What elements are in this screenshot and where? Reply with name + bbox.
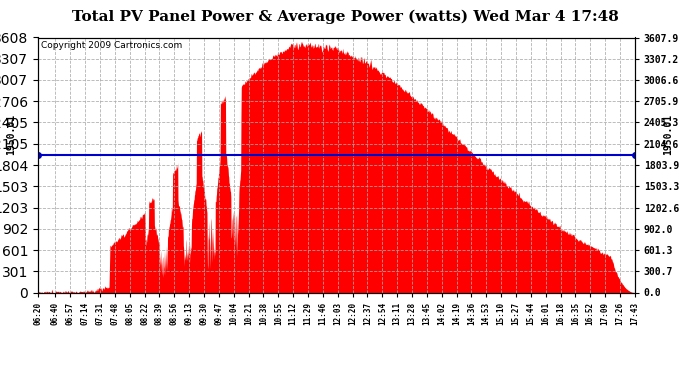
- Text: 1950.01: 1950.01: [662, 114, 673, 154]
- Text: Copyright 2009 Cartronics.com: Copyright 2009 Cartronics.com: [41, 41, 182, 50]
- Text: 1950.01: 1950.01: [6, 114, 16, 154]
- Text: Total PV Panel Power & Average Power (watts) Wed Mar 4 17:48: Total PV Panel Power & Average Power (wa…: [72, 9, 618, 24]
